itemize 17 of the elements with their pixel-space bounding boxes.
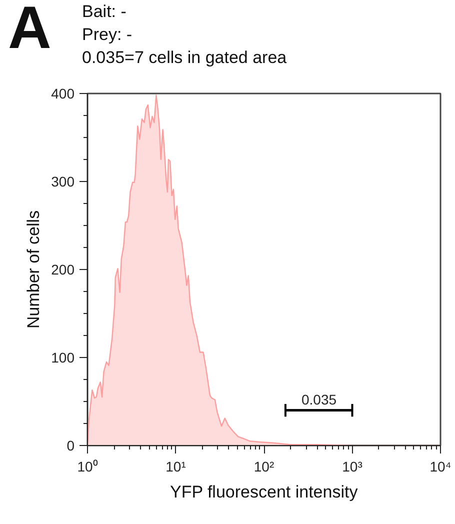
text: Prey: -: [82, 24, 134, 46]
x-tick-label: 10³: [342, 458, 363, 474]
y-tick-label: 0: [66, 438, 75, 454]
x-tick-label: 10²: [254, 458, 274, 474]
text: A: [7, 0, 52, 63]
y-tick-label: 200: [51, 262, 75, 278]
text: Bait: -: [82, 1, 128, 23]
y-tick-label: 100: [51, 350, 75, 366]
y-tick-label: 300: [51, 174, 75, 190]
x-tick-label: 10¹: [166, 458, 186, 474]
annotation: 0.035: [301, 391, 337, 408]
x-axis-title: YFP fluorescent intensity: [170, 482, 358, 502]
y-tick-label: 400: [51, 86, 75, 102]
text: 0.035=7 cells in gated area: [82, 47, 287, 69]
x-tick-label: 10⁰: [77, 458, 98, 474]
y-axis-title: Number of cells: [24, 210, 44, 329]
x-tick-label: 10⁴: [430, 458, 452, 474]
